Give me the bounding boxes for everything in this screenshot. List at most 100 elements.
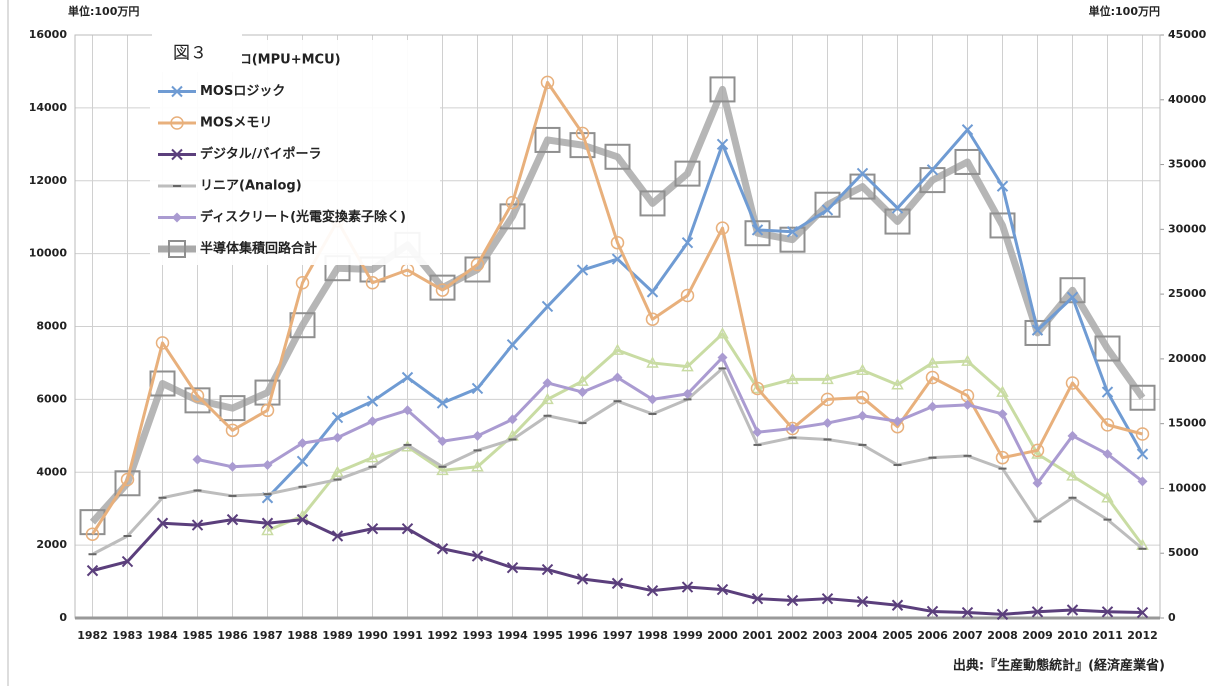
marker — [192, 454, 203, 465]
x-tick-label: 1997 — [602, 629, 633, 642]
marker — [1031, 447, 1044, 459]
figure-label-box — [152, 34, 242, 72]
marker — [682, 388, 693, 399]
marker — [751, 381, 764, 394]
marker — [856, 595, 869, 608]
marker — [821, 372, 834, 385]
marker — [1059, 277, 1086, 304]
marker — [716, 583, 729, 596]
x-tick-label: 1987 — [252, 629, 283, 642]
x-tick-label: 2002 — [777, 629, 808, 642]
marker — [1065, 376, 1080, 390]
marker — [891, 202, 904, 214]
marker — [611, 253, 624, 265]
marker — [149, 370, 176, 397]
y-tick-label: 2000 — [36, 538, 67, 551]
marker — [891, 599, 904, 611]
marker — [822, 418, 833, 429]
y-tick-label: 8000 — [36, 320, 67, 333]
x-tick-label: 1985 — [182, 629, 213, 642]
y2-tick-label: 35000 — [1168, 158, 1207, 171]
marker — [542, 377, 553, 388]
marker — [1100, 418, 1115, 432]
y2-tick-label: 40000 — [1168, 93, 1207, 106]
marker — [926, 356, 939, 368]
marker — [1137, 476, 1148, 487]
marker — [85, 527, 100, 541]
marker — [647, 394, 658, 405]
marker — [1066, 604, 1079, 616]
x-tick-label: 2009 — [1022, 629, 1053, 642]
marker — [184, 387, 211, 414]
marker — [156, 517, 169, 529]
marker — [576, 264, 589, 276]
marker — [296, 455, 309, 468]
marker — [435, 283, 450, 297]
marker — [961, 124, 974, 136]
marker — [260, 403, 275, 418]
marker — [168, 240, 186, 258]
marker — [170, 116, 184, 130]
x-tick-label: 1989 — [322, 629, 353, 642]
marker — [471, 550, 484, 562]
marker — [1030, 443, 1045, 458]
marker — [996, 385, 1009, 397]
x-tick-label: 2011 — [1092, 629, 1123, 642]
marker — [961, 354, 974, 366]
marker — [611, 343, 624, 355]
marker — [296, 513, 309, 526]
marker — [401, 371, 414, 384]
marker — [171, 148, 183, 161]
marker — [995, 450, 1010, 465]
marker — [709, 76, 736, 103]
marker — [402, 405, 413, 416]
x-tick-label: 2001 — [742, 629, 773, 642]
marker — [331, 465, 344, 477]
y-tick-label: 4000 — [36, 465, 67, 478]
marker — [1129, 384, 1156, 411]
series-line — [91, 80, 1143, 536]
marker — [611, 577, 624, 590]
marker — [646, 356, 659, 368]
marker — [926, 164, 939, 176]
series-line — [266, 332, 1144, 547]
x-tick-label: 1996 — [567, 629, 598, 642]
marker — [954, 148, 981, 175]
marker — [191, 519, 204, 531]
marker — [751, 224, 764, 236]
x-tick-label: 1991 — [392, 629, 423, 642]
marker — [715, 221, 730, 235]
marker — [534, 126, 561, 153]
marker — [540, 75, 555, 90]
marker — [856, 167, 869, 180]
marker — [297, 438, 308, 449]
marker — [926, 605, 939, 618]
source: 出典:『生産動態統計』(経済産業省) — [953, 658, 1165, 674]
marker — [646, 286, 659, 298]
marker — [226, 513, 239, 526]
marker — [262, 459, 273, 470]
marker — [681, 581, 694, 593]
marker — [996, 180, 1009, 192]
x-tick-label: 2004 — [847, 629, 878, 642]
marker — [1101, 491, 1114, 503]
y2-tick-label: 5000 — [1168, 546, 1199, 559]
marker — [505, 195, 520, 210]
y2-tick-label: 20000 — [1168, 352, 1207, 365]
marker — [891, 378, 904, 390]
marker — [470, 257, 485, 272]
marker — [506, 339, 519, 351]
marker — [86, 564, 99, 577]
x-tick-label: 1993 — [462, 629, 493, 642]
marker — [856, 363, 869, 375]
y-tick-label: 16000 — [29, 28, 68, 41]
marker — [366, 395, 379, 407]
x-tick-label: 2012 — [1127, 629, 1158, 642]
x-tick-label: 2000 — [707, 629, 738, 642]
marker — [171, 85, 183, 98]
marker — [366, 451, 379, 463]
marker — [172, 212, 182, 223]
marker — [367, 416, 378, 427]
x-tick-label: 1986 — [217, 629, 248, 642]
marker — [436, 397, 449, 409]
